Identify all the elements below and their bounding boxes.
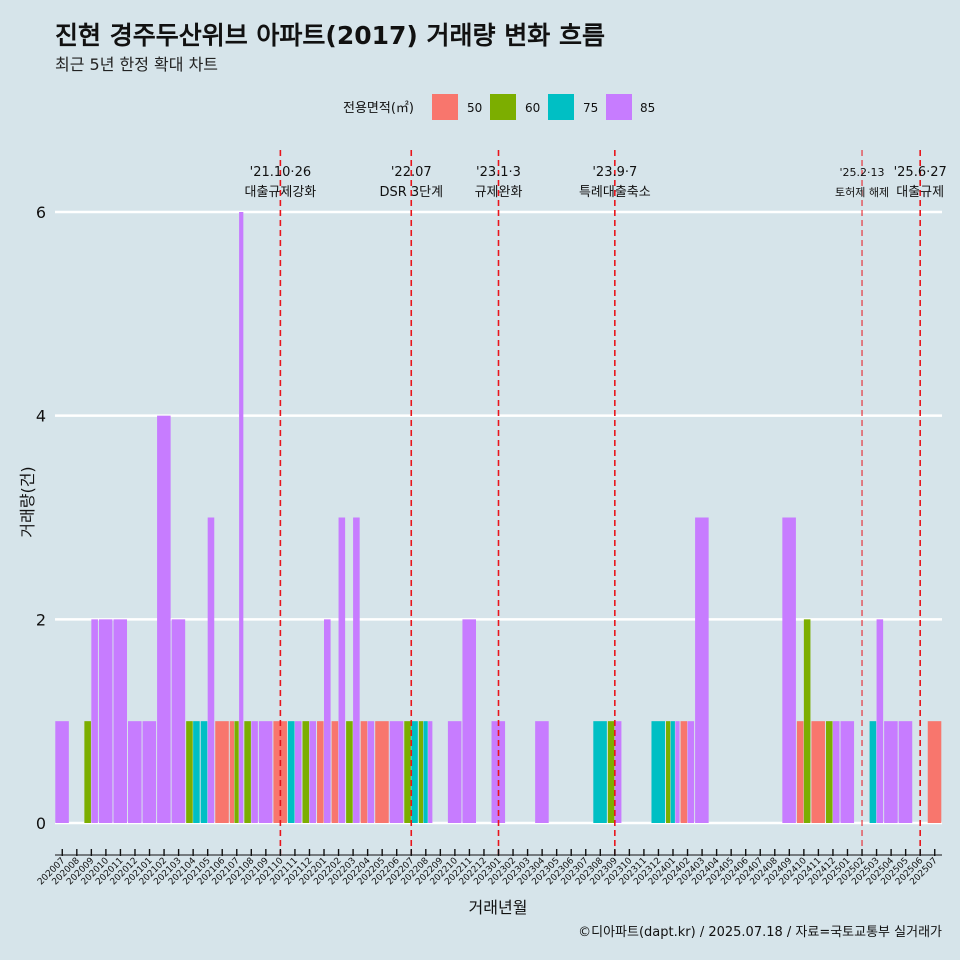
bar-202203-60 xyxy=(346,721,353,823)
bar-202201-85 xyxy=(324,619,331,823)
event-markers: '21.10·26 대출규제강화 '22.07 DSR 3단계 '23.1·3 규제완화 '… xyxy=(245,150,947,855)
bar-202112-60 xyxy=(302,721,310,823)
bar-202111-85 xyxy=(294,721,302,823)
bar-202410-50 xyxy=(796,721,804,823)
event-date-label: '25.6·27 xyxy=(894,165,947,180)
legend-swatch-85 xyxy=(606,94,632,120)
legend-label-75: 75 xyxy=(583,101,598,115)
event-desc-label: 대출규제강화 xyxy=(245,185,317,200)
bar-202104-60 xyxy=(186,721,193,823)
bar-202012-85 xyxy=(127,721,142,823)
y-axis: 0 2 4 6 xyxy=(36,203,46,833)
legend-title: 전용면적(㎡) xyxy=(343,101,414,116)
bar-202009-60 xyxy=(84,721,91,823)
bar-202412-60 xyxy=(825,721,833,823)
bar-202501-85 xyxy=(840,721,855,823)
bar-202412-85 xyxy=(832,721,840,823)
bar-202111-75 xyxy=(287,721,295,823)
bar-202410-60 xyxy=(803,619,811,823)
bar-202108-60 xyxy=(244,721,251,823)
legend-swatch-60 xyxy=(490,94,516,120)
event-date-label: '23.1·3 xyxy=(476,165,521,180)
bar-202211-85 xyxy=(462,619,476,823)
event-date-label: '25.2·13 xyxy=(840,166,885,179)
bar-202304-85 xyxy=(535,721,549,823)
x-axis-label: 거래년월 xyxy=(469,898,528,917)
y-tick-label: 4 xyxy=(36,407,46,426)
event-date-label: '21.10·26 xyxy=(250,165,311,180)
bar-202202-50 xyxy=(331,721,339,823)
bar-202105-75 xyxy=(200,721,208,823)
bar-202203-85 xyxy=(353,517,360,823)
bar-202104-75 xyxy=(193,721,200,823)
bar-202505-85 xyxy=(898,721,913,823)
bar-202201-50 xyxy=(317,721,324,823)
bar-202309-60 xyxy=(607,721,615,823)
bar-202411-50 xyxy=(811,721,825,823)
event-desc-label: 특례대출축소 xyxy=(579,185,651,200)
bar-202106-50 xyxy=(215,721,229,823)
bar-202102-85 xyxy=(157,415,171,823)
bar-202108-85 xyxy=(251,721,258,823)
bar-202202-85 xyxy=(338,517,346,823)
event-date-label: '23.9·7 xyxy=(592,165,637,180)
bar-202204-50 xyxy=(360,721,368,823)
legend-label-50: 50 xyxy=(467,101,482,115)
bar-202409-85 xyxy=(782,517,796,823)
x-axis: 2020072020082020092020102020112020122021… xyxy=(36,849,942,887)
bar-202210-85 xyxy=(447,721,462,823)
bar-202206-85 xyxy=(389,721,404,823)
bar-202109-85 xyxy=(258,721,273,823)
bar-202208-75 xyxy=(423,721,428,823)
bar-202402-85 xyxy=(687,721,695,823)
y-tick-label: 6 xyxy=(36,203,46,222)
legend-swatch-50 xyxy=(432,94,458,120)
bar-202009-85 xyxy=(91,619,98,823)
bar-202010-85 xyxy=(98,619,113,823)
legend-swatch-75 xyxy=(548,94,574,120)
bar-202401-60 xyxy=(666,721,671,823)
event-desc-label: DSR 3단계 xyxy=(379,185,443,200)
bar-202011-85 xyxy=(113,619,128,823)
bar-202103-85 xyxy=(171,619,186,823)
bar-202503-85 xyxy=(876,619,884,823)
bar-202107-50 xyxy=(229,721,235,823)
bar-202112-85 xyxy=(309,721,317,823)
bar-202401-75 xyxy=(670,721,675,823)
bar-202402-50 xyxy=(680,721,688,823)
bar-202403-85 xyxy=(695,517,709,823)
bar-202208-60 xyxy=(418,721,424,823)
bar-202107-85 xyxy=(239,212,244,823)
bar-202507-50 xyxy=(927,721,942,823)
y-tick-label: 0 xyxy=(36,814,46,833)
bar-202312-75 xyxy=(651,721,666,823)
y-axis-label: 거래량(건) xyxy=(18,466,37,537)
y-tick-label: 2 xyxy=(36,610,46,629)
bar-202207-75 xyxy=(411,721,418,823)
event-date-label: '22.07 xyxy=(391,165,432,180)
event-desc-label: 규제완화 xyxy=(475,185,523,200)
chart-title: 진현 경주두산위브 아파트(2017) 거래량 변화 흐름 xyxy=(55,21,605,50)
bar-202107-60 xyxy=(234,721,239,823)
event-desc-label: 대출규제 xyxy=(896,185,944,200)
bar-202007-85 xyxy=(55,721,69,823)
bar-202504-85 xyxy=(884,721,898,823)
bar-202208-85 xyxy=(428,721,433,823)
bar-202503-75 xyxy=(869,721,877,823)
event-desc-label: 토허제 해제 xyxy=(835,185,889,199)
bar-202205-50 xyxy=(375,721,389,823)
bar-202309-85 xyxy=(614,721,622,823)
bar-202101-85 xyxy=(142,721,157,823)
bar-202207-60 xyxy=(404,721,411,823)
bar-202105-85 xyxy=(207,517,215,823)
legend-label-85: 85 xyxy=(640,101,655,115)
caption: ©디아파트(dapt.kr) / 2025.07.18 / 자료=국토교통부 실… xyxy=(578,925,942,940)
bar-202204-85 xyxy=(367,721,375,823)
chart-subtitle: 최근 5년 한정 확대 차트 xyxy=(55,55,218,74)
bar-202308-75 xyxy=(593,721,607,823)
bar-202401-85 xyxy=(675,721,680,823)
legend-label-60: 60 xyxy=(525,101,540,115)
legend: 전용면적(㎡) 50 60 75 85 xyxy=(343,94,655,120)
